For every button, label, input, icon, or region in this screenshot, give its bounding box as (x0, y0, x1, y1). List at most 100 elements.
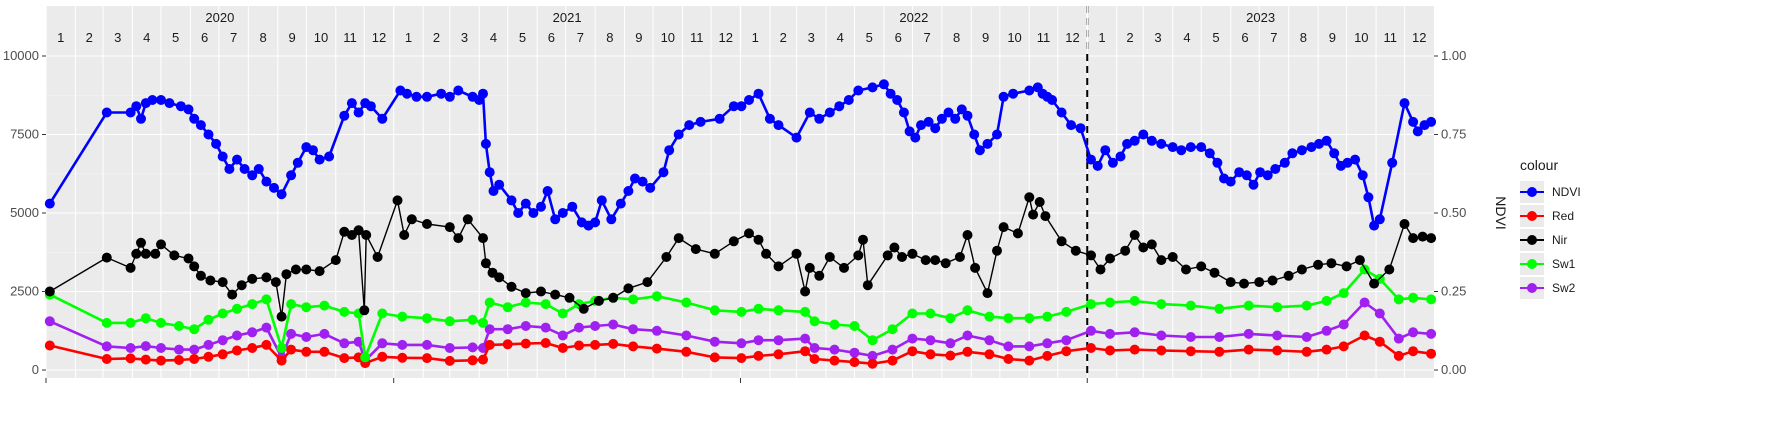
data-point-nir (1028, 209, 1039, 220)
data-point-red (651, 343, 662, 354)
data-point-ndvi (1342, 157, 1353, 168)
data-point-nir (578, 303, 589, 314)
data-point-sw2 (1426, 328, 1437, 339)
month-label: 12 (1065, 30, 1079, 45)
data-point-ndvi (1248, 179, 1259, 190)
data-point-ndvi (164, 98, 175, 109)
data-point-nir (1181, 264, 1191, 275)
month-label: 1 (405, 30, 412, 45)
data-point-red (984, 349, 995, 360)
data-point-red (44, 340, 55, 351)
data-point-ndvi (930, 123, 941, 134)
data-point-nir (339, 226, 350, 237)
data-point-nir (1138, 242, 1149, 253)
data-point-sw2 (590, 321, 601, 331)
data-point-ndvi (615, 198, 626, 209)
data-point-red (189, 354, 200, 364)
data-point-nir (44, 286, 55, 297)
data-point-ndvi (217, 151, 228, 162)
month-label: 10 (661, 30, 675, 45)
data-point-nir (690, 244, 701, 255)
data-point-sw2 (174, 344, 184, 355)
data-point-red (1408, 346, 1419, 357)
series-sw1 (44, 264, 1437, 363)
data-point-ndvi (974, 145, 985, 156)
data-point-sw2 (125, 343, 136, 353)
data-point-nir (954, 252, 965, 262)
data-point-ndvi (1314, 138, 1324, 149)
data-point-ndvi (567, 201, 578, 212)
data-point-nir (623, 283, 634, 294)
data-point-nir (804, 262, 815, 273)
data-point-sw1 (736, 306, 747, 317)
data-point-red (809, 354, 820, 364)
data-point-red (925, 349, 936, 360)
data-point-ndvi (910, 132, 921, 143)
data-point-nir (1408, 233, 1419, 244)
data-point-sw2 (1042, 338, 1053, 349)
data-point-red (1393, 350, 1404, 361)
data-point-sw1 (156, 317, 166, 328)
data-point-nir (520, 288, 531, 299)
data-point-ndvi (1225, 176, 1236, 187)
data-point-ndvi (1047, 95, 1058, 105)
legend-key-ndvi (1520, 181, 1544, 203)
legend-label-sw1: Sw1 (1552, 257, 1576, 271)
data-point-sw2 (1185, 332, 1196, 342)
data-point-sw1 (773, 305, 784, 316)
data-point-sw1 (140, 313, 151, 324)
legend-key-nir (1520, 229, 1544, 251)
data-point-ndvi (867, 82, 878, 93)
data-point-ndvi (916, 120, 926, 131)
legend-key-red (1520, 205, 1544, 227)
data-point-sw2 (1321, 325, 1332, 336)
data-point-nir (970, 262, 981, 273)
data-point-nir (940, 258, 951, 269)
data-point-sw1 (174, 321, 184, 331)
data-point-sw1 (628, 294, 639, 305)
data-point-ndvi (943, 107, 954, 118)
data-point-nir (392, 195, 403, 206)
data-point-nir (183, 253, 194, 264)
data-point-nir (814, 270, 825, 281)
data-point-sw2 (736, 338, 747, 349)
data-point-sw2 (1359, 297, 1370, 308)
data-point-ndvi (1374, 214, 1385, 225)
data-point-sw1 (809, 316, 820, 327)
data-point-nir (270, 277, 281, 288)
data-point-red (101, 354, 112, 364)
data-point-ndvi (1185, 142, 1196, 153)
data-point-sw2 (101, 341, 112, 352)
data-point-nir (1399, 219, 1410, 229)
data-point-nir (217, 277, 228, 288)
data-point-nir (301, 264, 312, 275)
data-point-sw1 (984, 311, 995, 322)
month-label: 4 (1183, 30, 1190, 45)
data-point-nir (478, 233, 488, 244)
y-tick-label: 10000 (3, 48, 39, 63)
data-point-sw1 (301, 302, 312, 313)
data-point-red (125, 353, 136, 364)
data-point-ndvi (536, 201, 546, 212)
data-point-sw1 (709, 305, 720, 316)
month-label: 5 (519, 30, 526, 45)
data-point-sw1 (1393, 294, 1404, 305)
data-point-ndvi (1176, 145, 1187, 156)
data-point-sw1 (502, 302, 513, 313)
data-point-ndvi (1306, 142, 1317, 153)
month-label: 10 (1007, 30, 1021, 45)
data-point-nir (1105, 253, 1115, 264)
data-point-red (1359, 330, 1370, 341)
data-point-ndvi (804, 107, 815, 118)
data-point-sw1 (829, 319, 840, 330)
data-point-sw2 (1129, 327, 1140, 338)
data-point-sw2 (484, 324, 495, 335)
data-point-red (849, 357, 860, 368)
data-point-ndvi (253, 164, 264, 174)
data-point-nir (824, 252, 835, 262)
data-point-sw2 (1272, 330, 1283, 341)
data-point-ndvi (480, 138, 491, 149)
data-point-red (962, 346, 973, 357)
data-point-ndvi (1329, 148, 1340, 159)
month-label: 8 (1300, 30, 1307, 45)
